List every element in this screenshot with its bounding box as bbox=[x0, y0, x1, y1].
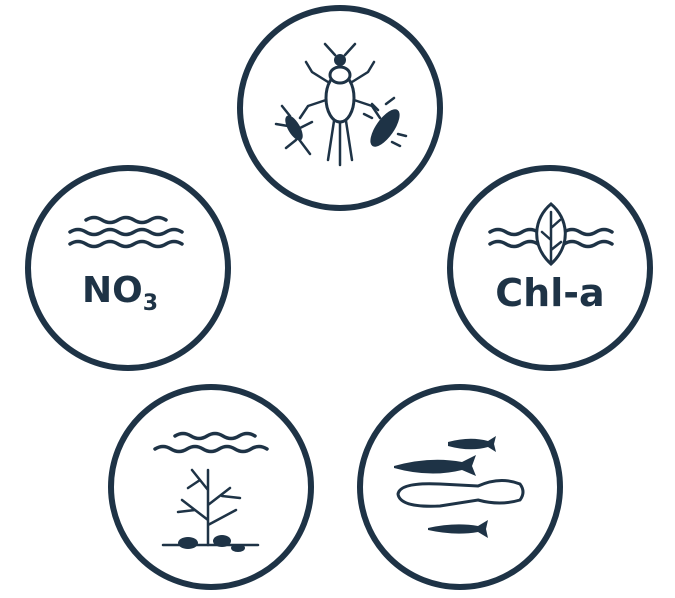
nitrate-label: NO3 bbox=[82, 270, 158, 316]
plant-icon bbox=[111, 387, 311, 587]
insects-icon bbox=[240, 8, 440, 208]
chlorophyll-label: Chl-a bbox=[495, 271, 604, 315]
nitrate-icon: NO3 bbox=[28, 168, 228, 368]
label-subscript: 3 bbox=[143, 291, 158, 316]
label-main: NO bbox=[82, 270, 143, 311]
diagram: NO3 Chl-a bbox=[0, 0, 675, 598]
chlorophyll-icon: Chl-a bbox=[450, 168, 650, 368]
fish-icon bbox=[360, 387, 560, 587]
